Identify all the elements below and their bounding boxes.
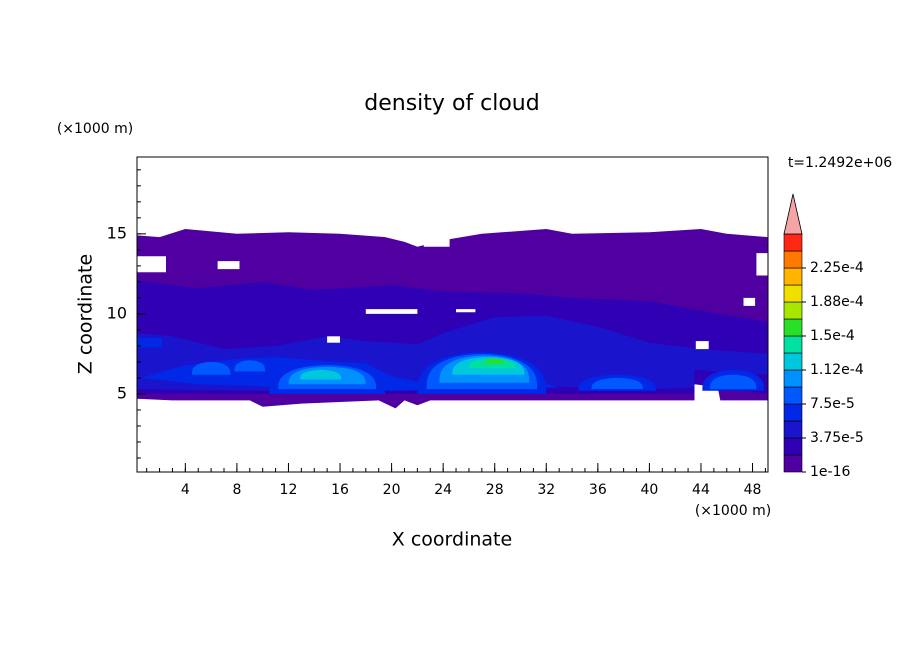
- colorbar-band: [783, 250, 803, 269]
- blank-region: [456, 309, 476, 313]
- colorbar-band: [783, 267, 803, 286]
- blank-region: [756, 253, 768, 276]
- x-tick-label: 8: [232, 482, 241, 498]
- y-tick-label: 15: [107, 223, 127, 242]
- colorbar-band: [783, 335, 803, 354]
- x-tick-label: 28: [486, 482, 504, 498]
- colorbar-band: [783, 284, 803, 303]
- y-unit: (×1000 m): [57, 121, 133, 137]
- contour-region: [234, 360, 266, 372]
- blank-region: [327, 336, 340, 343]
- chart-title: density of cloud: [364, 91, 539, 116]
- colorbar-band: [783, 420, 803, 439]
- blank-region: [217, 261, 240, 270]
- x-unit: (×1000 m): [695, 503, 771, 519]
- colorbar-band: [783, 233, 803, 252]
- x-tick-label: 24: [434, 482, 452, 498]
- colorbar-tick-label: 1e-16: [810, 464, 850, 480]
- colorbar-tick-label: 7.5e-5: [810, 396, 855, 412]
- colorbar-band: [783, 301, 803, 320]
- colorbar-tick-label: 1.5e-4: [810, 328, 855, 344]
- blank-region: [695, 341, 709, 350]
- time-annotation: t=1.2492e+06: [788, 155, 892, 171]
- x-tick-label: 16: [331, 482, 349, 498]
- contour-region: [300, 369, 342, 380]
- colorbar-band: [783, 454, 803, 473]
- x-tick-label: 48: [744, 482, 762, 498]
- colorbar-band: [783, 403, 803, 422]
- blank-region: [365, 309, 418, 314]
- x-tick-label: 40: [640, 482, 658, 498]
- colorbar-band: [783, 386, 803, 405]
- blank-region: [137, 256, 166, 273]
- colorbar-band: [783, 352, 803, 371]
- colorbar-tick-label: 1.12e-4: [810, 362, 864, 378]
- x-tick-label: 36: [589, 482, 607, 498]
- colorbar-extend: [783, 193, 803, 235]
- x-tick-label: 20: [383, 482, 401, 498]
- contour-region: [484, 358, 505, 364]
- x-axis-label: X coordinate: [392, 529, 512, 551]
- colorbar-band: [783, 437, 803, 456]
- colorbar-band: [783, 318, 803, 337]
- contour-region: [591, 377, 643, 390]
- contour-region: [137, 337, 163, 348]
- colorbar-tick-label: 2.25e-4: [810, 260, 864, 276]
- x-tick-label: 44: [692, 482, 710, 498]
- x-tick-label: 12: [280, 482, 298, 498]
- x-tick-label: 32: [537, 482, 555, 498]
- blank-region: [423, 227, 450, 247]
- y-tick-label: 10: [107, 303, 127, 322]
- blank-region: [743, 297, 756, 306]
- colorbar-band: [783, 369, 803, 388]
- x-tick-label: 4: [181, 482, 190, 498]
- contour-region: [710, 374, 757, 390]
- contour-region: [191, 361, 231, 375]
- colorbar-tick-label: 1.88e-4: [810, 294, 864, 310]
- y-tick-label: 5: [117, 383, 127, 402]
- colorbar-tick-label: 3.75e-5: [810, 430, 864, 446]
- plot-frame: [136, 156, 769, 473]
- y-axis-label: Z coordinate: [75, 254, 97, 374]
